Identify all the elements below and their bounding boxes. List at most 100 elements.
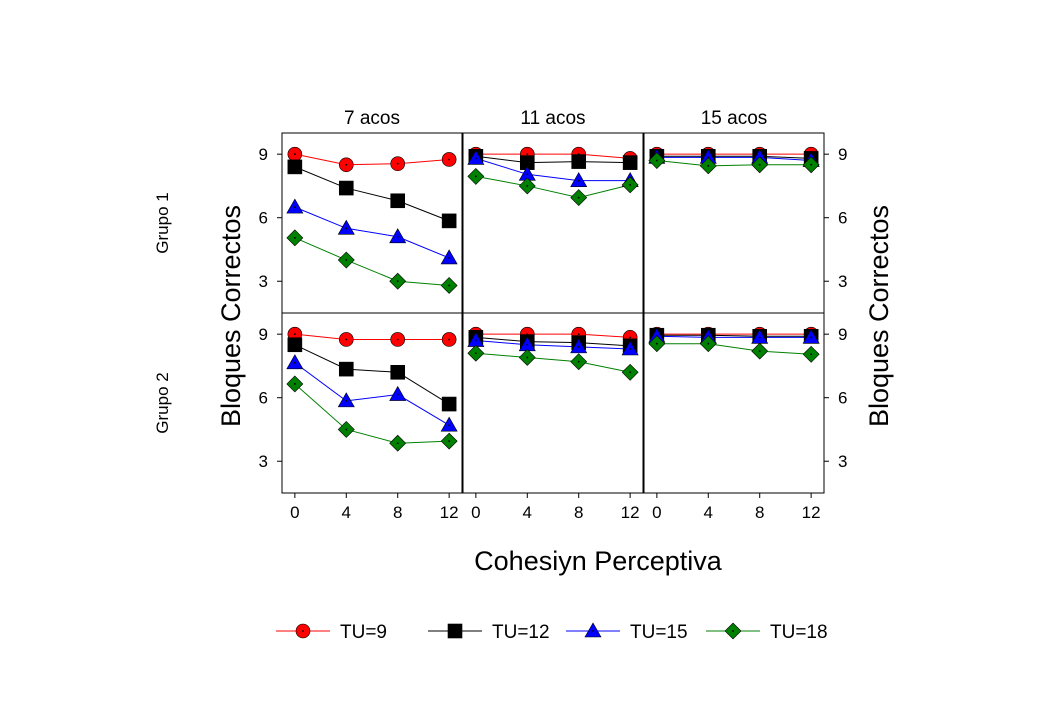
y-tick-label-left: 6 [259, 389, 268, 408]
data-point-tu-18-center [448, 284, 451, 287]
data-point-tu-15 [802, 328, 820, 344]
x-tick-label: 4 [704, 503, 713, 522]
x-tick-label: 0 [652, 503, 661, 522]
series-line-tu-18 [475, 175, 631, 199]
data-point-tu-15-center [810, 336, 813, 339]
data-point-tu-15 [389, 385, 407, 401]
data-point-tu-15-center [758, 336, 761, 339]
panel-grupo-1-11-acos [462, 132, 644, 314]
column-title-7-acos: 7 acos [344, 108, 400, 129]
data-point-tu-12-center [448, 403, 451, 405]
data-point-tu-18-center [448, 440, 451, 443]
x-tick-label: 4 [342, 503, 351, 522]
series-line-tu-12 [475, 336, 631, 347]
data-point-tu-15-center [526, 343, 529, 346]
legend-marker [584, 622, 602, 638]
series-line-tu-12 [294, 166, 450, 222]
data-point-tu-18-center [396, 442, 399, 445]
y-axis-title-left: Bloques Correctos [216, 205, 246, 427]
row-label-grupo-2: Grupo 2 [153, 372, 172, 433]
series-line-tu-9 [475, 333, 631, 338]
data-point-tu-18-center [345, 259, 348, 261]
data-point-tu-15-center [345, 227, 348, 230]
panel-grupo-2-11-acos: 0 4 8 12 [462, 312, 644, 522]
data-point-tu-9-center [448, 338, 451, 341]
column-title-15-acos: 15 acos [701, 108, 768, 129]
series-line-tu-9 [294, 153, 450, 166]
legend-item-tu-18: TU=18 [706, 622, 828, 643]
legend-item-tu-9: TU=9 [276, 622, 387, 643]
series-line-tu-18 [294, 237, 450, 286]
data-point-tu-18-center [526, 185, 529, 187]
legend-marker-center [302, 630, 304, 632]
data-point-tu-18-center [526, 356, 529, 359]
data-point-tu-15-center [577, 179, 580, 182]
data-point-tu-18-center [629, 371, 632, 374]
data-point-tu-15-center [526, 173, 529, 176]
x-tick-label: 8 [755, 503, 764, 522]
data-point-tu-18-center [474, 175, 477, 178]
data-point-tu-15 [440, 249, 458, 265]
panel-frame [281, 132, 463, 314]
data-point-tu-12-center [345, 187, 348, 189]
data-point-tu-15 [467, 149, 485, 165]
data-point-tu-12-center [293, 165, 296, 168]
y-tick-label-right: 3 [838, 452, 847, 471]
data-point-tu-12-center [396, 199, 399, 202]
y-tick-label-right: 3 [838, 272, 847, 291]
data-point-tu-15-center [707, 156, 710, 159]
data-point-tu-18-center [655, 342, 658, 345]
data-point-tu-15 [570, 338, 588, 354]
x-tick-label: 12 [802, 503, 821, 522]
x-tick-label: 4 [523, 503, 532, 522]
data-point-tu-12-center [448, 219, 451, 222]
y-tick-label-right: 6 [838, 389, 847, 408]
legend-label: TU=15 [630, 622, 688, 643]
data-point-tu-15 [440, 416, 458, 432]
x-tick-label: 8 [574, 503, 583, 522]
panel-grupo-1-7-acos: 3 6 9 [259, 132, 463, 314]
data-point-tu-9-center [396, 162, 399, 165]
y-tick-label-left: 3 [259, 272, 268, 291]
y-tick-label-left: 3 [259, 452, 268, 471]
data-point-tu-9-center [345, 163, 348, 166]
labels-layer: Cohesiyn Perceptiva Bloques Correctos Bl… [216, 205, 894, 576]
data-point-tu-15 [286, 354, 304, 370]
legend-marker-center [454, 630, 456, 632]
data-point-tu-12-center [396, 371, 399, 374]
data-point-tu-18-center [629, 183, 632, 186]
data-point-tu-12-center [293, 343, 296, 346]
data-point-tu-9-center [526, 153, 529, 156]
legend-label: TU=9 [340, 622, 387, 643]
data-point-tu-18-center [758, 350, 761, 353]
series-line-tu-18 [294, 383, 450, 444]
legend-label: TU=18 [770, 622, 828, 643]
data-point-tu-15 [389, 228, 407, 244]
panel-grupo-1-15-acos: 3 6 9 [643, 132, 847, 314]
panel-grupo-2-15-acos: 0 4 8 12 3 6 9 [643, 312, 847, 522]
panel-frame [462, 312, 644, 494]
data-point-tu-15 [621, 340, 639, 356]
data-point-tu-15-center [474, 339, 477, 342]
data-point-tu-9-center [293, 153, 296, 156]
series-line-tu-9 [294, 333, 450, 340]
x-tick-label: 12 [621, 503, 640, 522]
series-line-tu-15 [294, 362, 450, 426]
data-point-tu-12-center [526, 161, 529, 164]
data-point-tu-9-center [448, 158, 451, 161]
data-point-tu-9-center [577, 333, 580, 336]
data-point-tu-18-center [707, 164, 710, 167]
data-point-tu-18-center [293, 383, 296, 385]
legend-marker-center [592, 630, 594, 632]
legend-marker-center [732, 630, 734, 632]
series-line-tu-15 [294, 206, 450, 259]
data-point-tu-9-center [629, 336, 632, 339]
series-line-tu-9 [475, 153, 631, 159]
data-point-tu-15-center [577, 345, 580, 348]
panel-frame [643, 312, 825, 494]
data-point-tu-15-center [293, 361, 296, 364]
data-point-tu-15-center [345, 399, 348, 402]
column-title-11-acos: 11 acos [520, 108, 585, 129]
series-line-tu-18 [656, 343, 812, 355]
